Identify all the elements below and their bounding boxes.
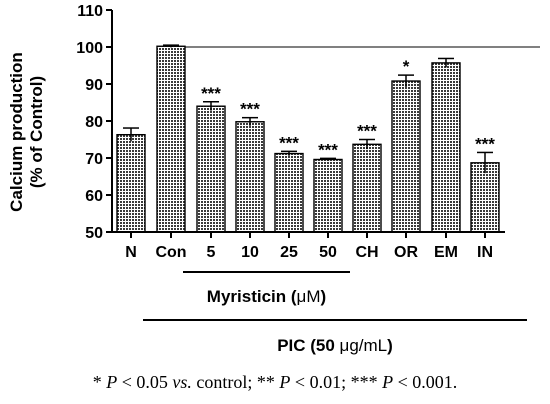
footnote-control: control; ** — [191, 372, 280, 392]
x-tick-label-Con: Con — [155, 244, 186, 261]
footnote-vs: vs. — [172, 372, 192, 392]
significance-label-IN: *** — [475, 134, 495, 153]
bar-N — [116, 133, 146, 233]
significance-label-25: *** — [279, 133, 299, 152]
bar-CH — [352, 143, 382, 233]
footnote-p-2: P — [279, 372, 291, 392]
bar-25 — [274, 152, 304, 233]
x-tick-label-OR: OR — [394, 244, 418, 261]
footnote-p-3: P — [382, 372, 394, 392]
x-tick-label-5: 5 — [207, 244, 216, 261]
bar-IN — [470, 162, 500, 233]
x-tick-label-25: 25 — [280, 244, 298, 261]
significance-label-10: *** — [240, 100, 260, 119]
footnote-threshold-2: < 0.01; *** — [290, 372, 383, 392]
y-tick-label-100: 100 — [76, 40, 103, 57]
x-tick-label-IN: IN — [477, 244, 493, 261]
x-tick-label-EM: EM — [434, 244, 458, 261]
significance-label-50: *** — [318, 140, 338, 159]
y-tick-label-80: 80 — [85, 114, 103, 131]
bar-Con — [156, 45, 186, 233]
bar-5 — [196, 105, 226, 233]
y-axis-label-line1: Calcium production — [7, 52, 26, 212]
bar-50 — [313, 158, 343, 233]
bar-10 — [235, 121, 265, 233]
significance-label-5: *** — [201, 84, 221, 103]
y-tick-label-60: 60 — [85, 188, 103, 205]
footnote-threshold-3: < 0.001. — [393, 372, 458, 392]
y-tick-label-70: 70 — [85, 151, 103, 168]
y-axis-label-line2: (% of Control) — [27, 76, 46, 188]
y-tick-label-110: 110 — [77, 3, 103, 20]
significance-label-OR: * — [403, 57, 410, 76]
x-tick-label-10: 10 — [241, 244, 259, 261]
bar-EM — [431, 62, 461, 233]
x-tick-label-CH: CH — [355, 244, 378, 261]
y-tick-label-90: 90 — [85, 77, 103, 94]
footnote-star-1: * — [92, 372, 107, 392]
group-label-0: Myristicin (μM) — [207, 287, 326, 306]
y-axis-label: Calcium production (% of Control) — [7, 52, 46, 212]
x-tick-label-50: 50 — [319, 244, 337, 261]
bar-OR — [391, 80, 421, 233]
footnote: * P < 0.05 vs. control; ** P < 0.01; ***… — [0, 372, 550, 393]
footnote-p-1: P — [106, 372, 118, 392]
significance-label-CH: *** — [357, 122, 377, 141]
footnote-threshold-1: < 0.05 — [117, 372, 173, 392]
x-tick-label-N: N — [125, 244, 137, 261]
group-label-1: PIC (50 μg/mL) — [277, 336, 393, 355]
y-tick-label-50: 50 — [85, 225, 103, 242]
